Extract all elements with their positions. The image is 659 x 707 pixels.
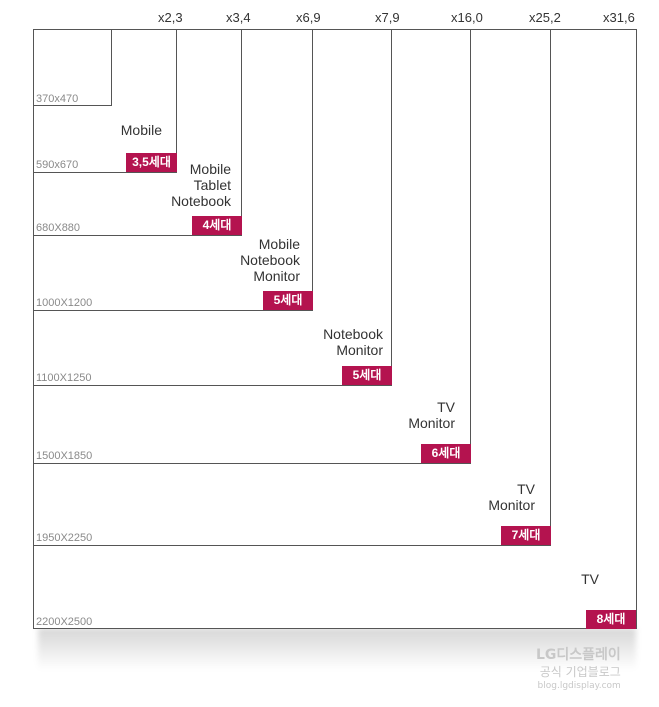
generation-badge: 4세대 (192, 216, 242, 235)
watermark-subtitle: 공식 기업블로그 (539, 665, 621, 679)
generation-badge: 5세대 (342, 366, 392, 385)
app-label: TV (517, 481, 535, 497)
size-label: 1950X2250 (36, 532, 93, 544)
multiplier-label: x25,2 (529, 10, 561, 25)
generation-badge: 3,5세대 (126, 153, 177, 172)
size-label: 1000X1200 (36, 297, 93, 309)
gen-5-bottom-edge (33, 385, 392, 386)
app-label: TV (437, 399, 455, 415)
app-list: Mobile Notebook Monitor (240, 236, 300, 284)
lg-display-blog-watermark: LG디스플레이 공식 기업블로그 blog.lgdisplay.com (536, 647, 621, 692)
watermark-brand: LG디스플레이 (536, 647, 621, 663)
size-label: 370x470 (36, 93, 79, 105)
gen-4-bottom-edge (33, 310, 313, 311)
size-label: 680X880 (36, 222, 81, 234)
gen-5-right-edge (391, 29, 392, 386)
size-label: 2200X2500 (36, 616, 93, 628)
app-label: Monitor (336, 342, 383, 358)
app-label: TV (581, 571, 599, 587)
gen-3-right-edge (241, 29, 242, 236)
gen-2-bottom-edge (33, 172, 177, 173)
gen-6-right-edge (470, 29, 471, 464)
app-list: TV Monitor (408, 399, 455, 431)
size-label: 1500X1850 (36, 450, 93, 462)
app-list: TV Monitor (488, 481, 535, 513)
size-label: 590x670 (36, 159, 79, 171)
app-label: Tablet (193, 177, 231, 193)
multiplier-label: x7,9 (375, 10, 400, 25)
app-list: Mobile (121, 122, 162, 138)
generation-badge: 8세대 (586, 610, 636, 629)
app-label: Monitor (253, 268, 300, 284)
generation-badge: 6세대 (421, 444, 471, 463)
gen-4-right-edge (312, 29, 313, 311)
app-label: Notebook (240, 252, 300, 268)
multiplier-label: x3,4 (226, 10, 251, 25)
generation-badge: 7세대 (501, 526, 551, 545)
gen-7-right-edge (550, 29, 551, 546)
multiplier-label: x31,6 (603, 10, 635, 25)
app-label: Mobile (258, 236, 300, 252)
app-label: Monitor (488, 497, 535, 513)
app-list: TV (581, 571, 599, 587)
app-label: Monitor (408, 415, 455, 431)
app-label: Mobile (189, 161, 231, 177)
gen-6-bottom-edge (33, 463, 471, 464)
multiplier-label: x16,0 (451, 10, 483, 25)
multiplier-label: x2,3 (158, 10, 183, 25)
size-label: 1100X1250 (36, 372, 92, 384)
gen-3-bottom-edge (33, 235, 242, 236)
gen-1-bottom-edge (33, 105, 112, 106)
multiplier-label: x6,9 (296, 10, 321, 25)
app-list: Notebook Monitor (323, 326, 383, 358)
diagram-shadow (38, 628, 636, 670)
app-list: Mobile Tablet Notebook (171, 161, 231, 209)
watermark-url: blog.lgdisplay.com (537, 681, 621, 691)
gen-7-bottom-edge (33, 545, 551, 546)
gen-1-right-edge (111, 29, 112, 106)
app-label: Notebook (323, 326, 383, 342)
app-label: Mobile (120, 122, 162, 138)
generation-badge: 5세대 (263, 291, 313, 310)
gen-2-right-edge (176, 29, 177, 173)
app-label: Notebook (171, 193, 231, 209)
